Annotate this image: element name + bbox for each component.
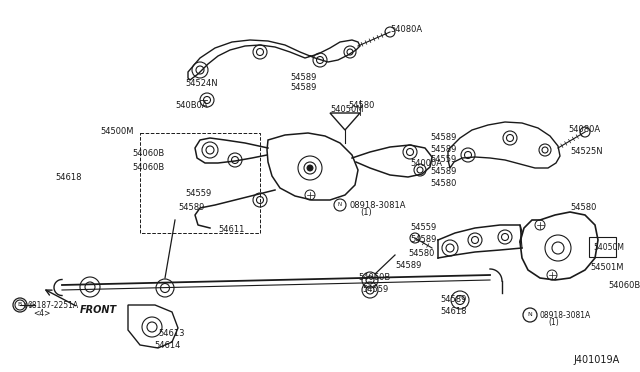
Text: 54580: 54580 [348,100,374,109]
Text: 54580: 54580 [430,180,456,189]
Text: 08187-2251A: 08187-2251A [28,301,79,310]
Text: 54618: 54618 [55,173,81,183]
Circle shape [307,165,313,171]
Text: 54000A: 54000A [410,158,442,167]
Text: 54559: 54559 [410,224,436,232]
Text: N: N [527,312,532,317]
Text: 54060B: 54060B [132,164,164,173]
Text: 08918-3081A: 08918-3081A [350,201,406,209]
Text: 54589: 54589 [430,167,456,176]
Text: (1): (1) [548,318,559,327]
Text: 54589: 54589 [290,74,316,83]
Text: FRONT: FRONT [80,305,117,315]
Text: 540B0A: 540B0A [175,100,207,109]
Text: <4>: <4> [33,308,51,317]
Text: 08918-3081A: 08918-3081A [540,311,591,320]
Text: 54060B: 54060B [608,280,640,289]
Text: 54589: 54589 [410,235,436,244]
Text: 54559: 54559 [185,189,211,198]
Text: (1): (1) [360,208,372,218]
Text: 54589: 54589 [430,145,456,154]
Text: J401019A: J401019A [573,355,620,365]
Text: 54060B: 54060B [132,148,164,157]
Text: 54589: 54589 [440,295,467,305]
Text: 54050M: 54050M [330,106,364,115]
Bar [140,133,260,233]
Text: 54060B: 54060B [358,273,390,282]
Text: N: N [338,202,342,208]
Text: 54589: 54589 [290,83,316,93]
Text: 54559: 54559 [362,285,388,295]
Text: 54500M: 54500M [100,128,134,137]
Text: 54580: 54580 [570,203,596,212]
Text: B: B [18,302,22,308]
Text: 54618: 54618 [440,308,467,317]
Text: 54501M: 54501M [590,263,623,273]
Text: 54559: 54559 [430,155,456,164]
Text: 54589: 54589 [178,203,204,212]
Text: 54614: 54614 [154,340,180,350]
Text: 54050M: 54050M [593,243,624,251]
Text: 54524N: 54524N [185,78,218,87]
Text: 54589: 54589 [430,134,456,142]
Text: 54080A: 54080A [568,125,600,135]
Text: 54080A: 54080A [390,26,422,35]
Text: 54580: 54580 [408,248,435,257]
Text: 54589: 54589 [395,262,421,270]
Text: 54611: 54611 [218,225,244,234]
Text: 54613: 54613 [158,328,184,337]
Text: 54525N: 54525N [570,148,603,157]
